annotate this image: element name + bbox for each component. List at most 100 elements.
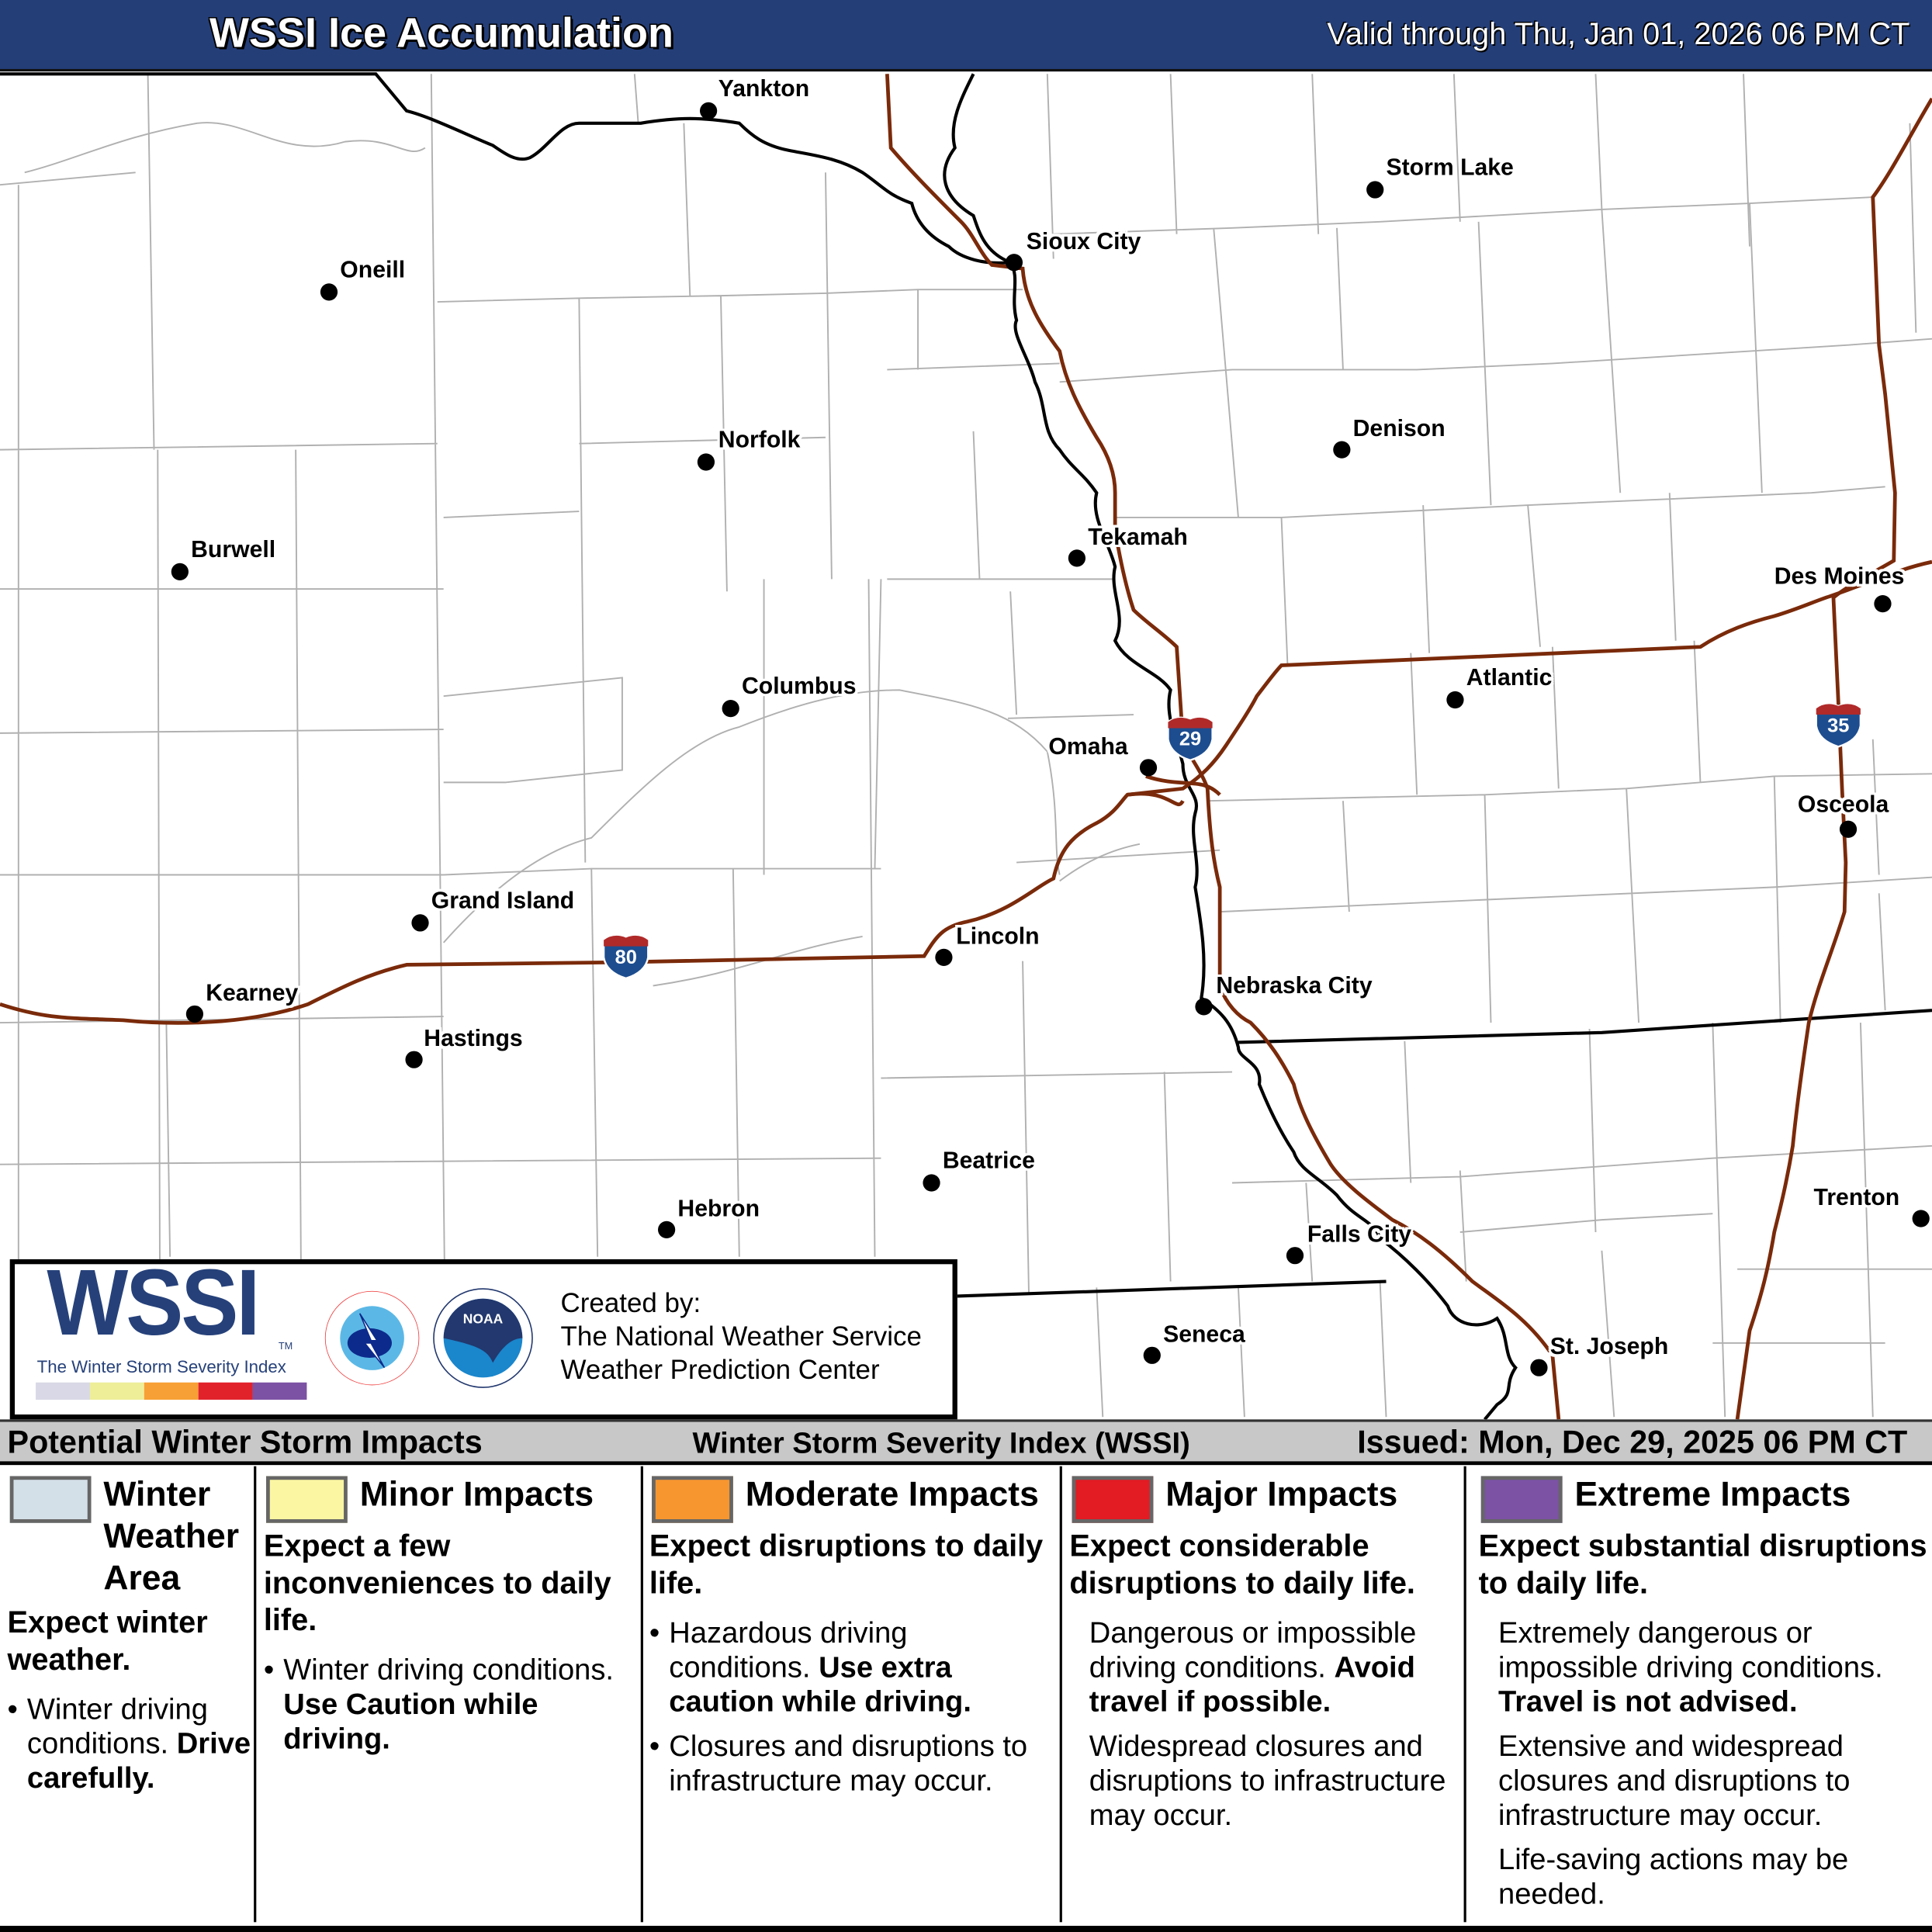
bullet-bold-text: Travel is not advised.	[1498, 1685, 1798, 1719]
legend-swatch	[652, 1476, 733, 1523]
city-label: Falls City	[1307, 1222, 1412, 1248]
city-label: Norfolk	[718, 428, 801, 454]
legend-swatch	[1480, 1476, 1563, 1523]
legend-bullet-2: Extensive and widespread closures and di…	[1479, 1730, 1927, 1833]
legend-summary: Expect a few inconveniences to daily lif…	[263, 1529, 611, 1638]
legend-bullet: • Hazardous driving conditions. Use extr…	[649, 1616, 1056, 1719]
interstate-shield-icon	[602, 934, 649, 980]
legend-title: Extreme Impacts	[1574, 1474, 1851, 1514]
legend-moderate-impacts: Moderate Impacts Expect disruptions to d…	[649, 1469, 1056, 1922]
bar-segment	[198, 1382, 253, 1400]
legend-title: Moderate Impacts	[745, 1474, 1039, 1514]
legend-bullet-3: Life-saving actions may be needed.	[1479, 1844, 1927, 1913]
city-label: Seneca	[1163, 1321, 1245, 1349]
column-divider	[1463, 1466, 1466, 1923]
city-dot-icon	[1530, 1359, 1548, 1376]
city-dot-icon	[697, 453, 715, 471]
interstate-29-shield: 29	[1165, 712, 1215, 762]
city-label: Beatrice	[942, 1148, 1035, 1175]
interstate-shield-icon	[1815, 703, 1862, 748]
legend-winter-weather-area: Winter Weather Area Expect winter weathe…	[8, 1469, 251, 1922]
city-dot-icon	[699, 102, 718, 120]
legend-category-header: Moderate Impacts	[649, 1469, 1056, 1523]
noaa-logo-icon: NOAA	[433, 1288, 533, 1388]
city-label: Lincoln	[956, 924, 1040, 950]
legend-summary: Expect winter weather.	[7, 1605, 208, 1678]
issued-time: Issued: Mon, Dec 29, 2025 06 PM CT	[1357, 1423, 1908, 1460]
legend-bullet: Extremely dangerous or impossible drivin…	[1479, 1616, 1927, 1719]
city-label: Kearney	[206, 981, 299, 1007]
legend-swatch	[1072, 1476, 1154, 1523]
bullet-bold-text: Use Caution while driving.	[283, 1688, 538, 1756]
city-label: Omaha	[1048, 734, 1128, 760]
city-label: Storm Lake	[1386, 155, 1514, 182]
bullet-content: Hazardous driving conditions. Use extra …	[669, 1616, 1056, 1719]
county-borders	[0, 74, 1932, 1418]
created-by-label: Created by:	[560, 1287, 701, 1319]
legend-title: Major Impacts	[1165, 1474, 1398, 1514]
interstate-80-number: 80	[615, 947, 637, 969]
trademark: TM	[278, 1340, 293, 1352]
city-dot-icon	[411, 914, 429, 932]
city-label: Burwell	[191, 537, 276, 563]
city-dot-icon	[1874, 595, 1892, 613]
bullet-bold-text: Drive carefully.	[26, 1727, 251, 1795]
legend-swatch	[9, 1476, 92, 1523]
city-label: Hebron	[677, 1196, 760, 1223]
city-label: Nebraska City	[1216, 973, 1373, 999]
bullet-indent	[1479, 1616, 1498, 1719]
bar-segment	[144, 1382, 199, 1400]
city-label: Hastings	[424, 1026, 523, 1053]
city-label: Atlantic	[1466, 665, 1553, 691]
legend-bullet: Dangerous or impossible driving conditio…	[1069, 1616, 1461, 1719]
noaa-text: NOAA	[463, 1311, 504, 1327]
legend-category-header: Extreme Impacts	[1479, 1469, 1927, 1523]
state-borders	[0, 72, 1932, 1420]
bullet-text: Extremely dangerous or impossible drivin…	[1498, 1616, 1883, 1684]
city-label: Oneill	[340, 257, 406, 284]
legend-bullet: • Winter driving conditions. Use Caution…	[264, 1653, 639, 1757]
bullet-content: Winter driving conditions. Drive careful…	[27, 1693, 251, 1796]
org-nws: The National Weather Service	[560, 1321, 922, 1352]
city-dot-icon	[1143, 1346, 1161, 1364]
city-label: Yankton	[718, 76, 810, 102]
wssi-logo: WSSI	[47, 1250, 260, 1356]
legend-swatch	[266, 1476, 348, 1523]
city-label: Denison	[1352, 416, 1446, 443]
created-by: Created by: The National Weather Service…	[561, 1286, 922, 1387]
city-dot-icon	[320, 283, 338, 301]
city-label: Trenton	[1813, 1185, 1900, 1212]
city-dot-icon	[1068, 549, 1086, 567]
city-dot-icon	[171, 563, 189, 580]
city-dot-icon	[1286, 1247, 1304, 1265]
legend-bullet-2: • Closures and disruptions to infrastruc…	[649, 1730, 1056, 1799]
map-title: WSSI Ice Accumulation	[209, 9, 673, 57]
bar-segment	[36, 1382, 90, 1400]
legend-title: Minor Impacts	[359, 1474, 594, 1514]
bullet-indent	[1479, 1730, 1498, 1833]
bullet-text: Hazardous driving conditions.	[669, 1616, 908, 1684]
org-wpc: Weather Prediction Center	[560, 1354, 880, 1385]
bullet-text: Winter driving conditions.	[283, 1653, 615, 1687]
city-dot-icon	[1333, 441, 1351, 459]
legend-extreme-impacts: Extreme Impacts Expect substantial disru…	[1479, 1469, 1927, 1922]
legend-bullet: • Winter driving conditions. Drive caref…	[8, 1693, 251, 1796]
city-label: Tekamah	[1088, 525, 1188, 551]
city-dot-icon	[1139, 759, 1158, 777]
valid-time: Valid through Thu, Jan 01, 2026 06 PM CT	[1327, 17, 1910, 52]
city-label: Grand Island	[431, 888, 575, 915]
legend-summary: Expect disruptions to daily life.	[649, 1529, 1044, 1601]
city-dot-icon	[405, 1051, 423, 1068]
interstate-29-number: 29	[1179, 729, 1202, 751]
city-dot-icon	[935, 948, 953, 966]
city-dot-icon	[1446, 691, 1464, 709]
bullet-indent	[1069, 1730, 1089, 1833]
legend-title: Winter Weather Area	[103, 1474, 240, 1598]
city-label: Osceola	[1797, 792, 1889, 819]
legend-category-header: Winter Weather Area	[8, 1469, 251, 1599]
map-lines	[0, 72, 1932, 1420]
wssi-color-bar	[36, 1382, 307, 1400]
interstate-highways	[0, 74, 1932, 1420]
bullet-icon: •	[7, 1692, 18, 1726]
city-dot-icon	[185, 1005, 204, 1023]
